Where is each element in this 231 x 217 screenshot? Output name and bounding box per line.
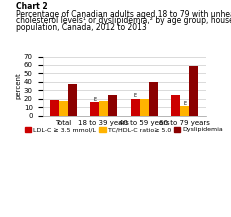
Text: E: E [133,93,136,98]
Bar [59,101,67,116]
Text: E: E [182,101,185,106]
Bar [179,106,188,116]
Text: population, Canada, 2012 to 2013: population, Canada, 2012 to 2013 [16,23,146,32]
Text: Chart 2: Chart 2 [16,2,48,11]
Legend: LDL-C ≥ 3.5 mmol/L, TC/HDL-C ratio≥ 5.0, Dyslipidemia: LDL-C ≥ 3.5 mmol/L, TC/HDL-C ratio≥ 5.0,… [23,124,224,135]
Text: cholesterol levels¹ or dyslipidemia,² by age group, household: cholesterol levels¹ or dyslipidemia,² by… [16,16,231,25]
Text: Percentage of Canadian adults aged 18 to 79 with unhealthy: Percentage of Canadian adults aged 18 to… [16,10,231,19]
Bar [188,66,197,116]
Bar [90,102,99,116]
Bar [130,99,139,116]
Bar [171,95,179,116]
Bar [108,95,117,116]
Bar [99,101,108,116]
Bar [139,99,148,116]
Bar [50,100,59,116]
Bar [148,82,157,116]
Y-axis label: percent: percent [15,73,21,99]
Bar [67,84,76,116]
Text: E: E [93,97,96,102]
